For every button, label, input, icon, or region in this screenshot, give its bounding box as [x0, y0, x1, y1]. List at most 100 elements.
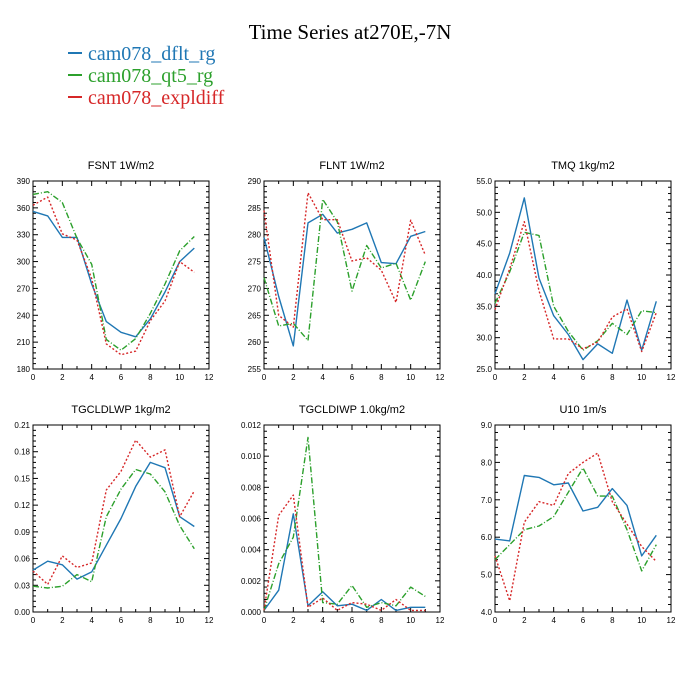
y-tick-label: 7.0 — [481, 496, 493, 505]
x-tick-label: 0 — [31, 616, 36, 625]
page-title: Time Series at270E,-7N — [248, 20, 452, 44]
series-line-2 — [263, 198, 426, 342]
y-tick-label: 270 — [248, 284, 262, 293]
x-tick-label: 4 — [89, 616, 94, 625]
x-tick-label: 10 — [637, 616, 646, 625]
y-tick-label: 0.012 — [241, 421, 262, 430]
y-tick-label: 40.0 — [476, 271, 492, 280]
x-tick-label: 6 — [581, 373, 586, 382]
x-tick-label: 12 — [667, 373, 676, 382]
y-tick-label: 0.000 — [241, 608, 262, 617]
x-tick-label: 8 — [148, 373, 153, 382]
x-tick-label: 8 — [610, 616, 615, 625]
y-tick-label: 0.006 — [241, 515, 262, 524]
x-tick-label: 6 — [119, 616, 124, 625]
x-tick-label: 0 — [262, 373, 267, 382]
x-tick-label: 6 — [581, 616, 586, 625]
x-tick-label: 2 — [60, 616, 65, 625]
x-tick-label: 0 — [31, 373, 36, 382]
y-tick-label: 55.0 — [476, 177, 492, 186]
chart-panel-6: U10 1m/s 0 2 4 6 8 10 12 4.0 5.0 6.0 7.0 8.0 9.0 — [481, 404, 676, 625]
legend-swatch — [68, 52, 82, 55]
y-tick-label: 50.0 — [476, 208, 492, 217]
y-tick-label: 0.15 — [14, 474, 30, 483]
series-line-1 — [263, 213, 426, 347]
x-tick-label: 10 — [406, 616, 415, 625]
x-tick-label: 10 — [406, 373, 415, 382]
y-tick-label: 9.0 — [481, 421, 493, 430]
x-tick-label: 6 — [350, 616, 355, 625]
x-tick-label: 10 — [637, 373, 646, 382]
legend-item-dflt: cam078_dflt_rg — [68, 44, 215, 64]
x-tick-label: 4 — [551, 373, 556, 382]
x-tick-label: 12 — [205, 373, 214, 382]
y-tick-label: 8.0 — [481, 458, 493, 467]
y-tick-label: 390 — [17, 177, 31, 186]
series-line-2 — [32, 190, 195, 351]
x-tick-label: 10 — [175, 616, 184, 625]
series-line-1 — [32, 461, 195, 580]
y-tick-label: 30.0 — [476, 334, 492, 343]
x-tick-label: 12 — [436, 616, 445, 625]
chart-panel-1: FSNT 1W/m2 0 2 4 6 8 10 12 180 210 240 270 300 330 360… — [17, 160, 214, 382]
y-tick-label: 0.03 — [14, 581, 30, 590]
series-line-2 — [494, 231, 657, 351]
series-line-2 — [494, 467, 657, 572]
series-line-1 — [494, 474, 657, 557]
x-tick-label: 12 — [436, 373, 445, 382]
y-tick-label: 0.010 — [241, 452, 262, 461]
chart-panel-4: TGCLDLWP 1kg/m2 0 2 4 6 8 10 12 0.00 0.03 0.06 0.09… — [14, 404, 214, 625]
x-tick-label: 8 — [379, 373, 384, 382]
series-line-1 — [494, 197, 657, 361]
x-tick-label: 4 — [320, 373, 325, 382]
y-tick-label: 45.0 — [476, 240, 492, 249]
series-line-3 — [32, 439, 195, 586]
legend-item-expldiff: cam078_expldiff — [68, 88, 224, 108]
x-tick-label: 0 — [262, 616, 267, 625]
x-tick-label: 12 — [667, 616, 676, 625]
y-tick-label: 4.0 — [481, 608, 493, 617]
y-tick-label: 25.0 — [476, 365, 492, 374]
y-tick-label: 0.09 — [14, 528, 30, 537]
legend-item-qt5: cam078_qt5_rg — [68, 66, 213, 86]
legend-swatch — [68, 96, 82, 99]
x-tick-label: 2 — [291, 373, 296, 382]
plot-frame — [494, 424, 672, 613]
chart-panel-5: TGCLDIWP 1.0kg/m2 0 2 4 6 8 10 12 0.000 0.002 0.00… — [241, 404, 445, 625]
y-tick-label: 6.0 — [481, 533, 493, 542]
y-tick-label: 330 — [17, 231, 31, 240]
legend-label: cam078_dflt_rg — [88, 43, 216, 65]
y-tick-label: 0.004 — [241, 546, 262, 555]
panel-title: TMQ 1kg/m2 — [551, 160, 615, 172]
y-tick-label: 0.008 — [241, 483, 262, 492]
x-tick-label: 4 — [551, 616, 556, 625]
y-tick-label: 300 — [17, 258, 31, 267]
x-tick-label: 6 — [119, 373, 124, 382]
x-tick-label: 10 — [175, 373, 184, 382]
y-tick-label: 0.002 — [241, 577, 262, 586]
y-tick-label: 270 — [17, 284, 31, 293]
y-tick-label: 0.21 — [14, 421, 30, 430]
x-tick-label: 2 — [522, 373, 527, 382]
y-tick-label: 265 — [248, 311, 262, 320]
y-tick-label: 240 — [17, 311, 31, 320]
x-tick-label: 4 — [320, 616, 325, 625]
y-tick-label: 290 — [248, 177, 262, 186]
series-line-1 — [263, 513, 426, 612]
y-tick-label: 210 — [17, 338, 31, 347]
series-line-3 — [263, 192, 426, 328]
series-line-1 — [32, 210, 195, 338]
y-tick-label: 260 — [248, 338, 262, 347]
plot-frame — [263, 180, 441, 370]
series-line-3 — [494, 220, 657, 353]
panel-title: U10 1m/s — [559, 404, 607, 416]
x-tick-label: 12 — [205, 616, 214, 625]
x-tick-label: 2 — [60, 373, 65, 382]
x-tick-label: 6 — [350, 373, 355, 382]
x-tick-label: 8 — [379, 616, 384, 625]
y-tick-label: 280 — [248, 231, 262, 240]
y-tick-label: 35.0 — [476, 302, 492, 311]
y-tick-label: 255 — [248, 365, 262, 374]
x-tick-label: 2 — [291, 616, 296, 625]
